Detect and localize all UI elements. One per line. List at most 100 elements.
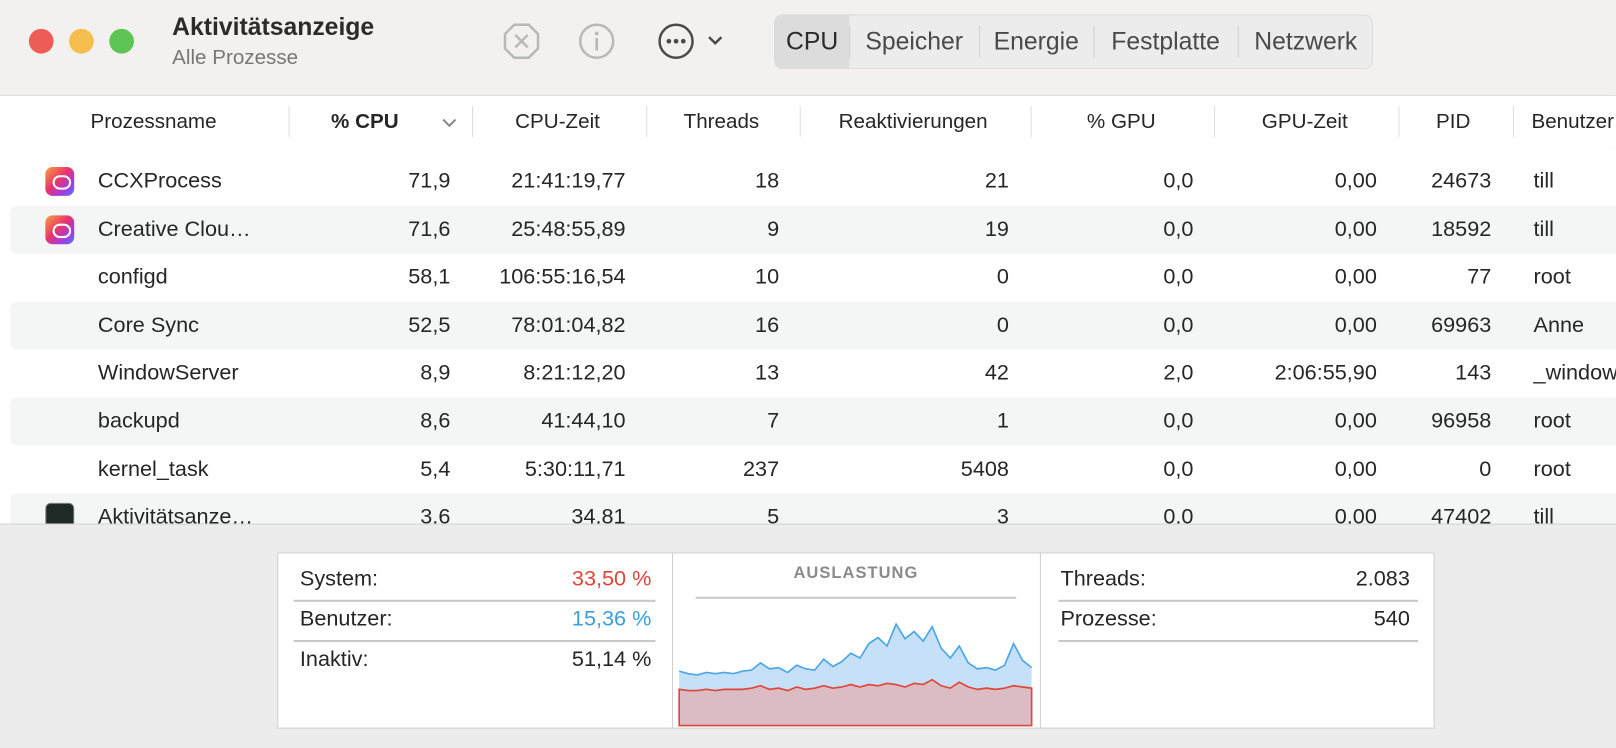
cell: 34,81 bbox=[571, 505, 626, 524]
process-row[interactable]: Aktivitätsanze… 3,6 34,81 5 3 0,0 0,00 47402 til… bbox=[10, 493, 1616, 524]
cell: 96958 bbox=[1431, 409, 1492, 433]
column-separator bbox=[646, 106, 648, 138]
column-separator bbox=[1512, 106, 1514, 138]
cell: 1 bbox=[996, 409, 1009, 433]
window-subtitle: Alle Prozesse bbox=[172, 46, 299, 70]
cell: configd bbox=[97, 265, 168, 289]
process-row[interactable]: Core Sync 52,5 78:01:04,82 16 0 0,0 0,00 69963 A… bbox=[10, 301, 1616, 350]
info-button[interactable] bbox=[578, 23, 615, 60]
cell: 237 bbox=[743, 457, 780, 481]
cell: 143 bbox=[1455, 361, 1492, 385]
cell: 0,0 bbox=[1163, 409, 1194, 433]
stat-value: 33,50 % bbox=[571, 566, 652, 591]
cell: 8,9 bbox=[420, 361, 451, 385]
count-value: 540 bbox=[1373, 607, 1410, 631]
stat-value: 15,36 % bbox=[571, 607, 652, 631]
column-header[interactable]: Threads bbox=[683, 110, 760, 133]
cell: root bbox=[1533, 265, 1571, 289]
column-header[interactable]: Prozessname bbox=[90, 110, 217, 133]
cell: 0,00 bbox=[1334, 217, 1377, 241]
tab-divider bbox=[1093, 25, 1095, 58]
cell: 16 bbox=[755, 313, 780, 337]
process-row[interactable]: CCXProcess 71,9 21:41:19,77 18 21 0,0 0,00 2467… bbox=[10, 158, 1616, 205]
process-row[interactable]: WindowServer 8,9 8:21:12,20 13 42 2,0 2:06:55,… bbox=[10, 350, 1616, 397]
cell: 0,0 bbox=[1163, 169, 1194, 193]
window-title: Aktivitätsanzeige bbox=[172, 13, 375, 42]
column-header[interactable]: CPU-Zeit bbox=[515, 110, 600, 133]
stop-process-button[interactable] bbox=[503, 23, 540, 60]
cell: 0,00 bbox=[1334, 265, 1377, 289]
count-rule bbox=[1058, 599, 1419, 602]
process-row[interactable]: configd 58,1 106:55:16,54 10 0 0,0 0,00 77 root bbox=[10, 254, 1616, 301]
cell: 5:30:11,71 bbox=[524, 457, 626, 481]
zoom-button[interactable] bbox=[109, 28, 134, 54]
cell: CCXProcess bbox=[97, 169, 222, 193]
cell: 3,6 bbox=[420, 505, 451, 524]
cell: 0,00 bbox=[1334, 409, 1377, 433]
tab-bar: CPU Speicher Energie Festplatte Netzwerk bbox=[773, 14, 1373, 70]
cell: root bbox=[1533, 409, 1571, 433]
column-header[interactable]: Benutzer bbox=[1531, 110, 1614, 133]
cell: Aktivitätsanze… bbox=[97, 505, 254, 524]
cell: 8:21:12,20 bbox=[523, 361, 626, 385]
column-separator bbox=[1030, 106, 1032, 138]
cell: 0 bbox=[996, 265, 1009, 289]
stat-rule bbox=[293, 640, 656, 643]
stat-value: 51,14 % bbox=[571, 647, 652, 671]
cell: 0,00 bbox=[1334, 505, 1377, 524]
column-header[interactable]: GPU-Zeit bbox=[1261, 110, 1348, 133]
column-header[interactable]: % CPU bbox=[331, 110, 399, 133]
cell: 5408 bbox=[960, 457, 1009, 481]
close-button[interactable] bbox=[28, 28, 54, 54]
column-header[interactable]: PID bbox=[1435, 110, 1471, 133]
cell: 13 bbox=[755, 361, 780, 385]
cell: 7 bbox=[767, 409, 780, 433]
tab[interactable]: Festplatte bbox=[1111, 27, 1220, 56]
cell: 24673 bbox=[1431, 169, 1492, 193]
count-rule bbox=[1058, 640, 1419, 643]
stat-rule bbox=[293, 599, 656, 602]
process-row[interactable]: Creative Clou… 71,6 25:48:55,89 9 19 0,0 0,00 1… bbox=[10, 205, 1616, 254]
tab[interactable]: Netzwerk bbox=[1254, 27, 1358, 56]
cell: 47402 bbox=[1431, 505, 1492, 524]
cell: 25:48:55,89 bbox=[511, 217, 626, 241]
cell: 0,00 bbox=[1334, 169, 1377, 193]
cell: 2,0 bbox=[1163, 361, 1194, 385]
tab[interactable]: CPU bbox=[775, 14, 850, 70]
process-row[interactable]: backupd 8,6 41:44,10 7 1 0,0 0,00 96958 root bbox=[10, 397, 1616, 446]
cell: 0,00 bbox=[1334, 313, 1377, 337]
cell: till bbox=[1533, 505, 1554, 524]
sort-indicator bbox=[442, 118, 457, 128]
cell: 0 bbox=[1479, 457, 1492, 481]
column-header[interactable]: % GPU bbox=[1086, 110, 1156, 133]
cell: 19 bbox=[984, 217, 1009, 241]
cell: 58,1 bbox=[408, 265, 451, 289]
cell: Creative Clou… bbox=[97, 217, 251, 241]
tab-divider bbox=[849, 25, 851, 58]
system-load-area bbox=[679, 679, 1032, 726]
cell: till bbox=[1533, 217, 1554, 241]
column-header[interactable]: Reaktivierungen bbox=[838, 110, 988, 133]
panel-divider bbox=[1039, 552, 1041, 729]
tab-divider bbox=[1237, 25, 1239, 58]
process-row[interactable]: kernel_task 5,4 5:30:11,71 237 5408 0,0 0,00 0 r… bbox=[10, 446, 1616, 493]
cell: 2:06:55,90 bbox=[1274, 361, 1377, 385]
cell: 8,6 bbox=[420, 409, 451, 433]
cell: 3 bbox=[996, 505, 1009, 524]
cell: 21 bbox=[984, 169, 1009, 193]
cell: 71,9 bbox=[408, 169, 451, 193]
cell: root bbox=[1533, 457, 1571, 481]
user-load-line bbox=[678, 622, 1033, 676]
more-actions-button[interactable] bbox=[658, 23, 732, 60]
tab[interactable]: Speicher bbox=[865, 27, 963, 56]
column-separator bbox=[288, 106, 290, 138]
tab[interactable]: Energie bbox=[993, 27, 1079, 56]
cell: 0,0 bbox=[1163, 217, 1194, 241]
tab-divider bbox=[979, 25, 981, 58]
app-icon-glyph bbox=[52, 223, 72, 238]
cell: 52,5 bbox=[408, 313, 451, 337]
cell: 21:41:19,77 bbox=[511, 169, 626, 193]
minimize-button[interactable] bbox=[69, 28, 94, 54]
cell: 18 bbox=[755, 169, 780, 193]
